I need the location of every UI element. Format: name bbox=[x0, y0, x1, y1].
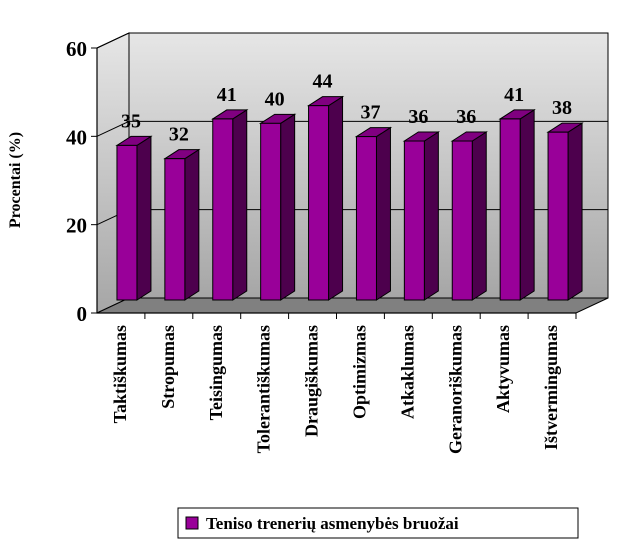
data-label: 37 bbox=[360, 102, 380, 124]
bar-front bbox=[212, 118, 234, 301]
data-label: 40 bbox=[265, 88, 285, 110]
x-tick-label: Teisingumas bbox=[206, 325, 226, 420]
data-label: 36 bbox=[408, 106, 428, 128]
bars bbox=[115, 95, 584, 301]
bar-front bbox=[499, 118, 521, 301]
x-tick-label: Draugiškumas bbox=[302, 325, 322, 437]
data-label: 36 bbox=[456, 106, 476, 128]
bar bbox=[546, 122, 584, 301]
data-label: 32 bbox=[169, 124, 189, 146]
legend-entry: Teniso trenerių asmenybės bruožai bbox=[206, 514, 459, 533]
bar bbox=[163, 148, 201, 301]
data-label: 35 bbox=[121, 110, 141, 132]
y-tick-labels: 0 20 40 60 bbox=[66, 37, 87, 326]
bar-front bbox=[547, 131, 569, 301]
bar-front bbox=[164, 158, 186, 301]
gridline bbox=[96, 120, 608, 137]
bar bbox=[498, 109, 536, 301]
y-tick-label: 0 bbox=[77, 302, 88, 326]
bar bbox=[258, 113, 297, 301]
axes bbox=[91, 47, 577, 319]
x-tick-label: Tolerantiškumas bbox=[254, 325, 274, 453]
bar-front bbox=[355, 136, 377, 301]
gridline bbox=[96, 32, 608, 49]
bar-side bbox=[328, 95, 344, 301]
data-label: 41 bbox=[504, 84, 524, 106]
legend-swatch bbox=[185, 516, 199, 530]
bar-side bbox=[375, 126, 391, 301]
bar bbox=[402, 131, 441, 301]
data-label: 38 bbox=[552, 97, 572, 119]
x-tick-label: Atkaklumas bbox=[397, 325, 417, 419]
bar bbox=[306, 95, 345, 301]
bar bbox=[450, 131, 488, 301]
x-tick-label: Aktyvumas bbox=[493, 325, 513, 413]
bar-front bbox=[260, 122, 282, 301]
y-tick-label: 60 bbox=[66, 37, 87, 61]
y-tick-label: 20 bbox=[66, 214, 87, 238]
x-tick-label: Optimizmas bbox=[349, 325, 369, 419]
bar bbox=[354, 126, 393, 301]
bar-side bbox=[567, 122, 583, 301]
bar bbox=[211, 109, 249, 301]
x-tick-label: Geranoriškumas bbox=[445, 325, 465, 454]
bar bbox=[115, 135, 153, 301]
x-tick-label: Taktiškumas bbox=[110, 325, 130, 423]
y-axis-label: Procentai (%) bbox=[7, 132, 24, 228]
data-label: 41 bbox=[217, 84, 237, 106]
bar-front bbox=[308, 105, 330, 301]
x-tick-label: Ištvermingumas bbox=[541, 325, 561, 450]
legend-box bbox=[177, 507, 579, 539]
bar-side bbox=[184, 148, 200, 301]
bar-front bbox=[403, 140, 425, 301]
x-tick-label: Stropumas bbox=[158, 325, 178, 409]
x-tick-labels: Taktiškumas Stropumas Teisingumas Toleranti… bbox=[110, 325, 561, 454]
bar-front bbox=[451, 140, 473, 301]
bar-side bbox=[136, 135, 152, 301]
data-labels: 35 32 41 40 44 37 36 36 41 38 bbox=[121, 71, 572, 146]
bar-front bbox=[116, 144, 138, 301]
legend: Teniso trenerių asmenybės bruožai bbox=[177, 507, 579, 539]
data-label: 44 bbox=[313, 71, 333, 93]
bar-side bbox=[232, 109, 248, 301]
bar-side bbox=[519, 109, 535, 301]
bar-side bbox=[471, 131, 487, 301]
bar-side bbox=[280, 113, 296, 301]
bar-side bbox=[423, 131, 439, 301]
y-tick-label: 40 bbox=[66, 125, 87, 149]
